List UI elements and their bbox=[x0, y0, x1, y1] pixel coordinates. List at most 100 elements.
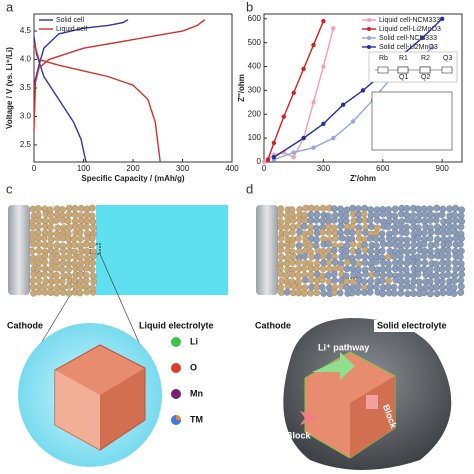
y-tick-label: 0 bbox=[257, 157, 262, 166]
legend-marker bbox=[367, 45, 371, 49]
particle bbox=[427, 211, 435, 219]
particle bbox=[366, 216, 374, 224]
data-point bbox=[321, 18, 326, 24]
particle bbox=[58, 259, 66, 267]
label: Cathode bbox=[255, 320, 291, 330]
particle bbox=[362, 270, 370, 278]
illustration-c: Cathode Liquid electrolyte Li O Mn TM bbox=[4, 204, 228, 467]
particle bbox=[319, 252, 327, 260]
particle bbox=[390, 289, 398, 297]
particle bbox=[457, 223, 465, 231]
particle bbox=[445, 228, 453, 236]
particle bbox=[307, 276, 315, 284]
particle bbox=[457, 283, 465, 290]
particle bbox=[325, 229, 333, 236]
particle bbox=[59, 247, 67, 255]
particle bbox=[360, 278, 368, 286]
particle bbox=[71, 241, 78, 249]
x-tick-label: 0 bbox=[262, 164, 267, 173]
particle bbox=[76, 271, 84, 278]
particle bbox=[420, 205, 428, 213]
particle bbox=[384, 283, 392, 291]
particle bbox=[450, 290, 458, 297]
particle bbox=[420, 252, 428, 260]
particle bbox=[289, 216, 297, 224]
particle bbox=[426, 290, 434, 298]
particle bbox=[349, 229, 356, 236]
particle bbox=[82, 240, 90, 248]
particle bbox=[35, 223, 42, 230]
particle bbox=[368, 223, 375, 230]
particle bbox=[354, 266, 362, 274]
panel-label: b bbox=[246, 0, 253, 14]
particle bbox=[409, 247, 417, 255]
particle bbox=[313, 236, 320, 244]
particle bbox=[421, 259, 429, 267]
data-point bbox=[430, 45, 435, 50]
y-tick-label: 300 bbox=[248, 85, 262, 94]
data-point bbox=[271, 155, 277, 160]
particle bbox=[288, 271, 296, 278]
particle bbox=[426, 217, 434, 224]
particle bbox=[397, 222, 404, 230]
particle bbox=[342, 272, 350, 280]
data-point bbox=[440, 16, 445, 21]
particle bbox=[284, 282, 292, 290]
particle bbox=[330, 270, 338, 278]
particle bbox=[278, 277, 285, 285]
particle bbox=[398, 247, 405, 255]
particle bbox=[46, 230, 54, 238]
x-tick-label: 200 bbox=[126, 164, 140, 173]
particle bbox=[438, 252, 446, 260]
particle bbox=[385, 206, 392, 213]
legend-label: Liquid cell-Li2MnO3 bbox=[379, 26, 441, 33]
circuit-element bbox=[441, 66, 453, 74]
particle bbox=[326, 265, 334, 273]
particle bbox=[396, 252, 404, 260]
particle bbox=[35, 276, 43, 284]
particle bbox=[65, 260, 72, 267]
particle bbox=[343, 242, 351, 250]
x-tick-label: 400 bbox=[225, 164, 239, 173]
particle bbox=[450, 284, 458, 292]
particle bbox=[342, 252, 350, 260]
particle bbox=[300, 222, 308, 230]
particle bbox=[324, 272, 332, 279]
particle bbox=[457, 212, 465, 220]
particle bbox=[439, 289, 447, 297]
particle bbox=[296, 248, 303, 255]
data-point bbox=[350, 119, 356, 124]
particle bbox=[35, 240, 43, 248]
label-box bbox=[4, 320, 48, 332]
y-axis-label: Voltage / V (vs. Li⁺/Li) bbox=[5, 47, 14, 129]
particle bbox=[414, 270, 422, 278]
particle bbox=[378, 247, 386, 255]
particle bbox=[53, 289, 60, 297]
particle bbox=[34, 211, 42, 219]
data-point bbox=[301, 135, 306, 141]
data-point bbox=[265, 157, 271, 162]
series-line bbox=[33, 19, 206, 163]
particle bbox=[83, 248, 91, 255]
legend-label: Solid cell-Li2MnO3 bbox=[379, 44, 438, 51]
particle bbox=[47, 211, 55, 219]
block-marker bbox=[366, 395, 378, 409]
particle bbox=[438, 265, 446, 273]
particle bbox=[276, 264, 284, 272]
particle bbox=[355, 228, 363, 236]
panel-label: d bbox=[246, 181, 253, 196]
particle bbox=[65, 289, 73, 297]
particle bbox=[390, 283, 398, 291]
particle bbox=[349, 278, 357, 286]
particle bbox=[41, 271, 49, 278]
y-tick-label: 2.5 bbox=[20, 140, 32, 149]
particle bbox=[41, 252, 49, 260]
particle bbox=[427, 252, 435, 260]
particle bbox=[361, 253, 369, 260]
inset-plot bbox=[371, 91, 453, 151]
particle bbox=[457, 289, 465, 296]
particle bbox=[385, 277, 392, 285]
label: Solid electrolyte bbox=[377, 320, 447, 330]
particle bbox=[456, 253, 464, 261]
particle bbox=[426, 205, 434, 213]
